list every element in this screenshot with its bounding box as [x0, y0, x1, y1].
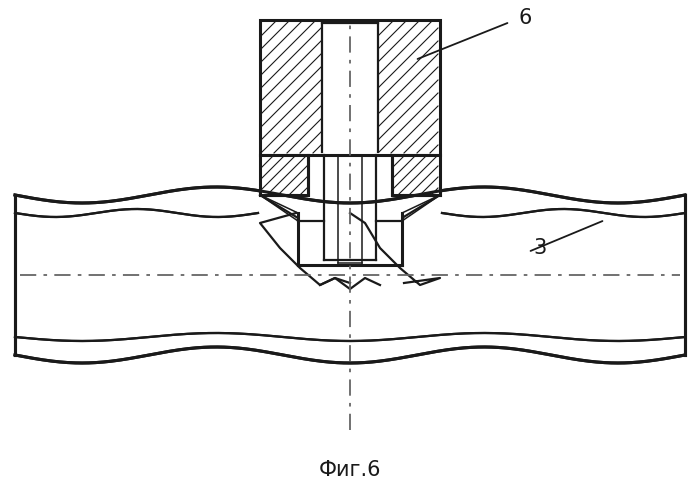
Text: 3: 3: [533, 238, 546, 258]
Bar: [298, 213, 402, 265]
Text: 6: 6: [518, 8, 531, 28]
Polygon shape: [260, 195, 298, 221]
Bar: [15, 195, 685, 355]
Polygon shape: [260, 155, 308, 195]
Polygon shape: [392, 155, 440, 195]
Polygon shape: [402, 195, 440, 221]
Bar: [308, 155, 392, 195]
Text: Фиг.6: Фиг.6: [318, 460, 382, 480]
Bar: [260, 20, 440, 155]
